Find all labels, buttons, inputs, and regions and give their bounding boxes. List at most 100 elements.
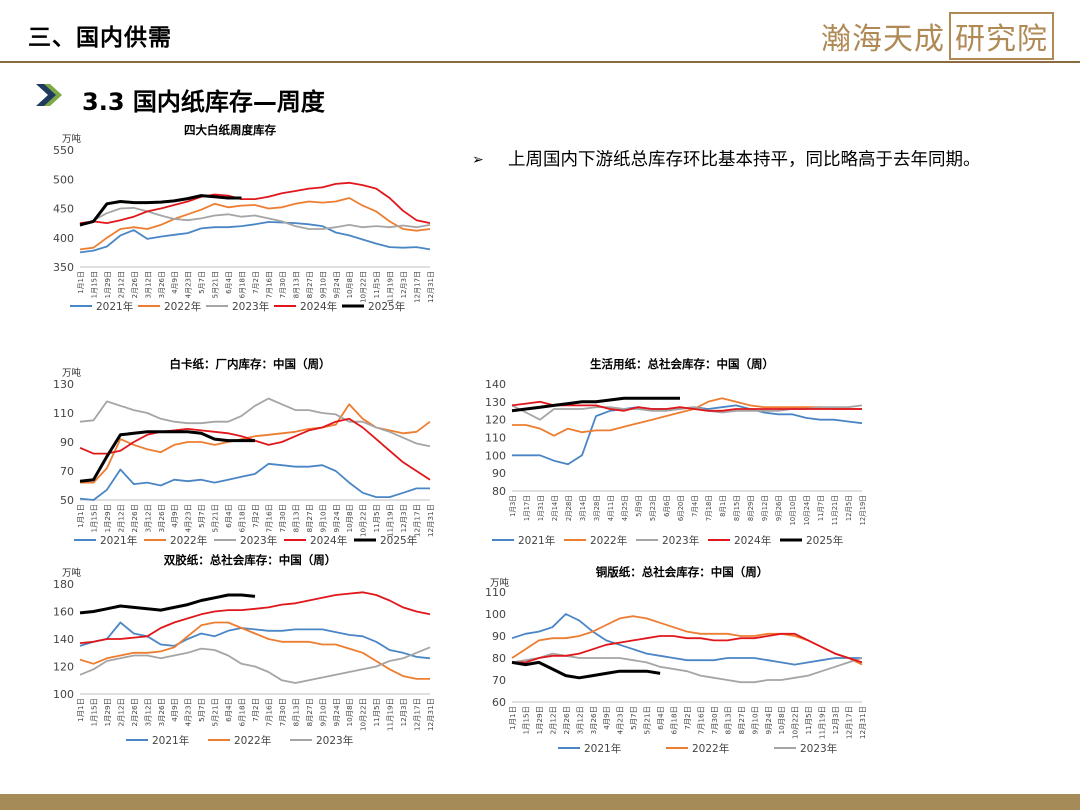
x-tick-label: 2月12日 [548, 706, 557, 735]
subtitle-text: 3.3 国内纸库存—周度 [82, 88, 325, 116]
x-tick-label: 5月21日 [211, 698, 220, 727]
x-tick-label: 9月10日 [318, 698, 327, 727]
y-tick-label: 90 [492, 630, 506, 643]
unit-label: 万吨 [490, 577, 510, 589]
x-tick-label: 2月12日 [117, 271, 125, 298]
x-tick-label: 2月26日 [131, 271, 139, 298]
x-tick-label: 7月16日 [264, 698, 273, 727]
y-tick-label: 60 [492, 696, 506, 709]
series-line-2023 [511, 652, 863, 684]
x-tick-label: 7月2日 [251, 504, 260, 528]
legend-label: 2025年 [380, 534, 417, 547]
arrow-bullet-icon: ➢ [472, 152, 484, 168]
chart-title: 白卡纸：厂内库存：中国（周） [170, 357, 331, 371]
c4-svg: 双胶纸：总社会库存：中国（周） 万吨 100 120 140 160 180 1月1日 1月15… [53, 553, 435, 747]
x-tick-label: 7月18日 [705, 495, 713, 521]
section-title: 三、国内供需 [28, 25, 172, 51]
x-tick-label: 3月12日 [144, 271, 152, 298]
y-tick-label: 550 [53, 144, 74, 157]
x-tick-label: 8月29日 [747, 495, 755, 521]
x-tick-label: 6月6日 [663, 495, 671, 517]
x-tick-label: 4月9日 [170, 504, 179, 528]
x-tick-label: 10月8日 [346, 271, 354, 298]
x-tick-label: 6月18日 [238, 698, 247, 727]
x-tick-label: 6月4日 [224, 698, 233, 722]
x-tick-label: 1月31日 [537, 495, 545, 521]
chart-four-white-paper: 四大白纸周度库存 万吨 350 400 450 500 550 1月1日 1月15日 1月29日 2… [40, 120, 440, 320]
x-tick-label: 7月2日 [252, 271, 260, 294]
x-tick-label: 7月16日 [265, 271, 273, 298]
chart-offset-paper: 双胶纸：总社会库存：中国（周） 万吨 100 120 140 160 180 1月1日 1月15… [40, 552, 440, 752]
series-line-2021 [79, 621, 431, 660]
x-tick-label: 12月5日 [845, 495, 853, 521]
x-tick-label: 1月29日 [535, 706, 544, 735]
x-tick-label: 10月8日 [777, 706, 786, 735]
x-tick-label: 3月28日 [593, 495, 601, 521]
series-line-2023 [79, 397, 431, 448]
x-tick-label: 7月16日 [264, 504, 273, 533]
legend-label: 2022年 [692, 742, 729, 755]
x-tick-label: 7月30日 [279, 271, 287, 298]
series-line-2025 [79, 194, 242, 227]
x-tick-label: 8月1日 [719, 495, 727, 517]
x-tick-label: 12月17日 [845, 706, 854, 739]
x-tick-label: 5月23日 [649, 495, 657, 521]
x-tick-label: 8月27日 [305, 504, 314, 533]
x-tick-label: 7月30日 [278, 698, 287, 727]
series-line-2024 [511, 400, 862, 412]
y-tick-label: 160 [53, 606, 74, 619]
unit-label: 万吨 [62, 567, 82, 579]
x-tick-label: 9月10日 [318, 504, 327, 533]
x-tick-label: 12月3日 [399, 504, 408, 533]
x-tick-label: 8月15日 [733, 495, 741, 521]
series-line-2022 [512, 397, 862, 437]
x-tick-label: 12月19日 [859, 495, 867, 525]
chart-white-card: 白卡纸：厂内库存：中国（周） 万吨 50 70 90 110 130 1月1日 1月15日 1月2… [40, 352, 440, 552]
series-line-2022 [79, 197, 431, 251]
x-tick-label: 8月13日 [723, 706, 732, 735]
series-line-2025 [511, 660, 661, 680]
x-tick-label: 12月3日 [400, 271, 408, 298]
x-tick-label: 5月21日 [212, 271, 220, 298]
x-tick-label: 4月25日 [621, 495, 629, 521]
x-tick-label: 5月9日 [635, 495, 643, 517]
y-tick-label: 100 [485, 608, 506, 621]
y-tick-label: 120 [53, 661, 74, 674]
y-tick-label: 350 [53, 261, 74, 274]
c2-svg: 白卡纸：厂内库存：中国（周） 万吨 50 70 90 110 130 1月1日 1月15日 1月2… [53, 357, 435, 547]
x-tick-label: 11月19日 [387, 271, 395, 303]
legend-label: 2022年 [170, 534, 207, 547]
series-line-2021 [79, 221, 431, 254]
c3-svg: 生活用纸：总社会库存：中国（周） 80 90 100 110 120 130 140 1月3日 1… [485, 357, 867, 547]
x-tick-label: 11月7日 [817, 495, 825, 521]
x-tick-label: 3月12日 [143, 698, 152, 727]
x-tick-label: 1月15日 [521, 706, 530, 735]
x-tick-label: 12月3日 [399, 698, 408, 727]
legend-label: 2024年 [310, 534, 347, 547]
x-tick-label: 9月24日 [764, 706, 773, 735]
x-tick-label: 3月12日 [575, 706, 584, 735]
x-tick-label: 6月20日 [677, 495, 685, 521]
x-tick-label: 2月28日 [565, 495, 573, 521]
series-line-2023 [79, 646, 431, 684]
legend-label: 2021年 [96, 300, 133, 313]
x-tick-label: 9月10日 [750, 706, 759, 735]
bullet-text: 上周国内下游纸总库存环比基本持平，同比略高于去年同期。 [508, 150, 981, 170]
legend-label: 2023年 [240, 534, 277, 547]
legend-label: 2021年 [518, 534, 555, 547]
x-tick-label: 2月12日 [116, 698, 125, 727]
x-tick-label: 10月8日 [345, 504, 354, 533]
x-tick-label: 5月7日 [198, 271, 206, 294]
series-line-2021 [79, 462, 430, 501]
x-tick-label: 5月21日 [643, 706, 652, 735]
x-tick-label: 4月9日 [602, 706, 611, 730]
x-tick-label: 6月18日 [239, 271, 247, 298]
company-logo: 瀚海天成 研究院 [821, 12, 1054, 60]
x-tick-label: 5月7日 [197, 698, 206, 722]
bullet-point: ➢ 上周国内下游纸总库存环比基本持平，同比略高于去年同期。 [472, 146, 1042, 175]
series-line-2024 [512, 632, 863, 664]
y-tick-label: 100 [53, 688, 74, 701]
x-tick-label: 9月24日 [332, 504, 341, 533]
x-tick-label: 3月26日 [158, 271, 166, 298]
